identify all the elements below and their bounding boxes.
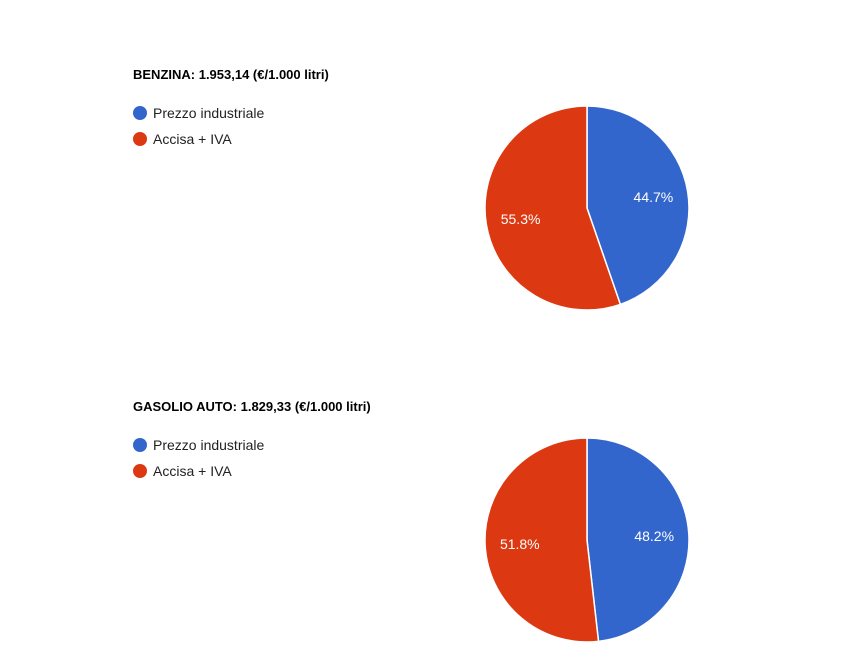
legend-item-accisa-iva[interactable]: Accisa + IVA	[133, 126, 264, 152]
pie-plot-area: 48.2% 51.8%	[484, 437, 690, 643]
legend-label: Accisa + IVA	[153, 463, 232, 479]
pie-slice-prezzo-industriale[interactable]	[586, 105, 690, 306]
legend-label: Prezzo industriale	[153, 437, 265, 453]
legend-swatch-icon	[133, 106, 147, 120]
slice-value-label: 51.8%	[500, 536, 540, 552]
legend: Prezzo industriale Accisa + IVA	[133, 432, 264, 484]
slice-value-label: 44.7%	[634, 189, 674, 205]
pie-slice-prezzo-industriale[interactable]	[586, 437, 690, 643]
slice-value-label: 55.3%	[501, 211, 541, 227]
legend-swatch-icon	[133, 132, 147, 146]
pie-plot-area: 44.7% 55.3%	[484, 105, 690, 311]
legend-item-accisa-iva[interactable]: Accisa + IVA	[133, 458, 264, 484]
legend-swatch-icon	[133, 438, 147, 452]
pie-chart-gasolio-auto: GASOLIO AUTO: 1.829,33 (€/1.000 litri) P…	[0, 332, 865, 663]
legend-label: Accisa + IVA	[153, 131, 232, 147]
pie-slice-accisa-iva[interactable]	[484, 105, 622, 311]
legend-swatch-icon	[133, 464, 147, 478]
slice-value-label: 48.2%	[634, 528, 674, 544]
legend-label: Prezzo industriale	[153, 105, 265, 121]
pie-chart-benzina: BENZINA: 1.953,14 (€/1.000 litri) Prezzo…	[0, 0, 865, 331]
legend-item-prezzo-industriale[interactable]: Prezzo industriale	[133, 100, 264, 126]
chart-title: BENZINA: 1.953,14 (€/1.000 litri)	[133, 67, 329, 82]
legend-item-prezzo-industriale[interactable]: Prezzo industriale	[133, 432, 264, 458]
chart-title: GASOLIO AUTO: 1.829,33 (€/1.000 litri)	[133, 399, 371, 414]
legend: Prezzo industriale Accisa + IVA	[133, 100, 264, 152]
pie-slice-accisa-iva[interactable]	[484, 437, 600, 643]
